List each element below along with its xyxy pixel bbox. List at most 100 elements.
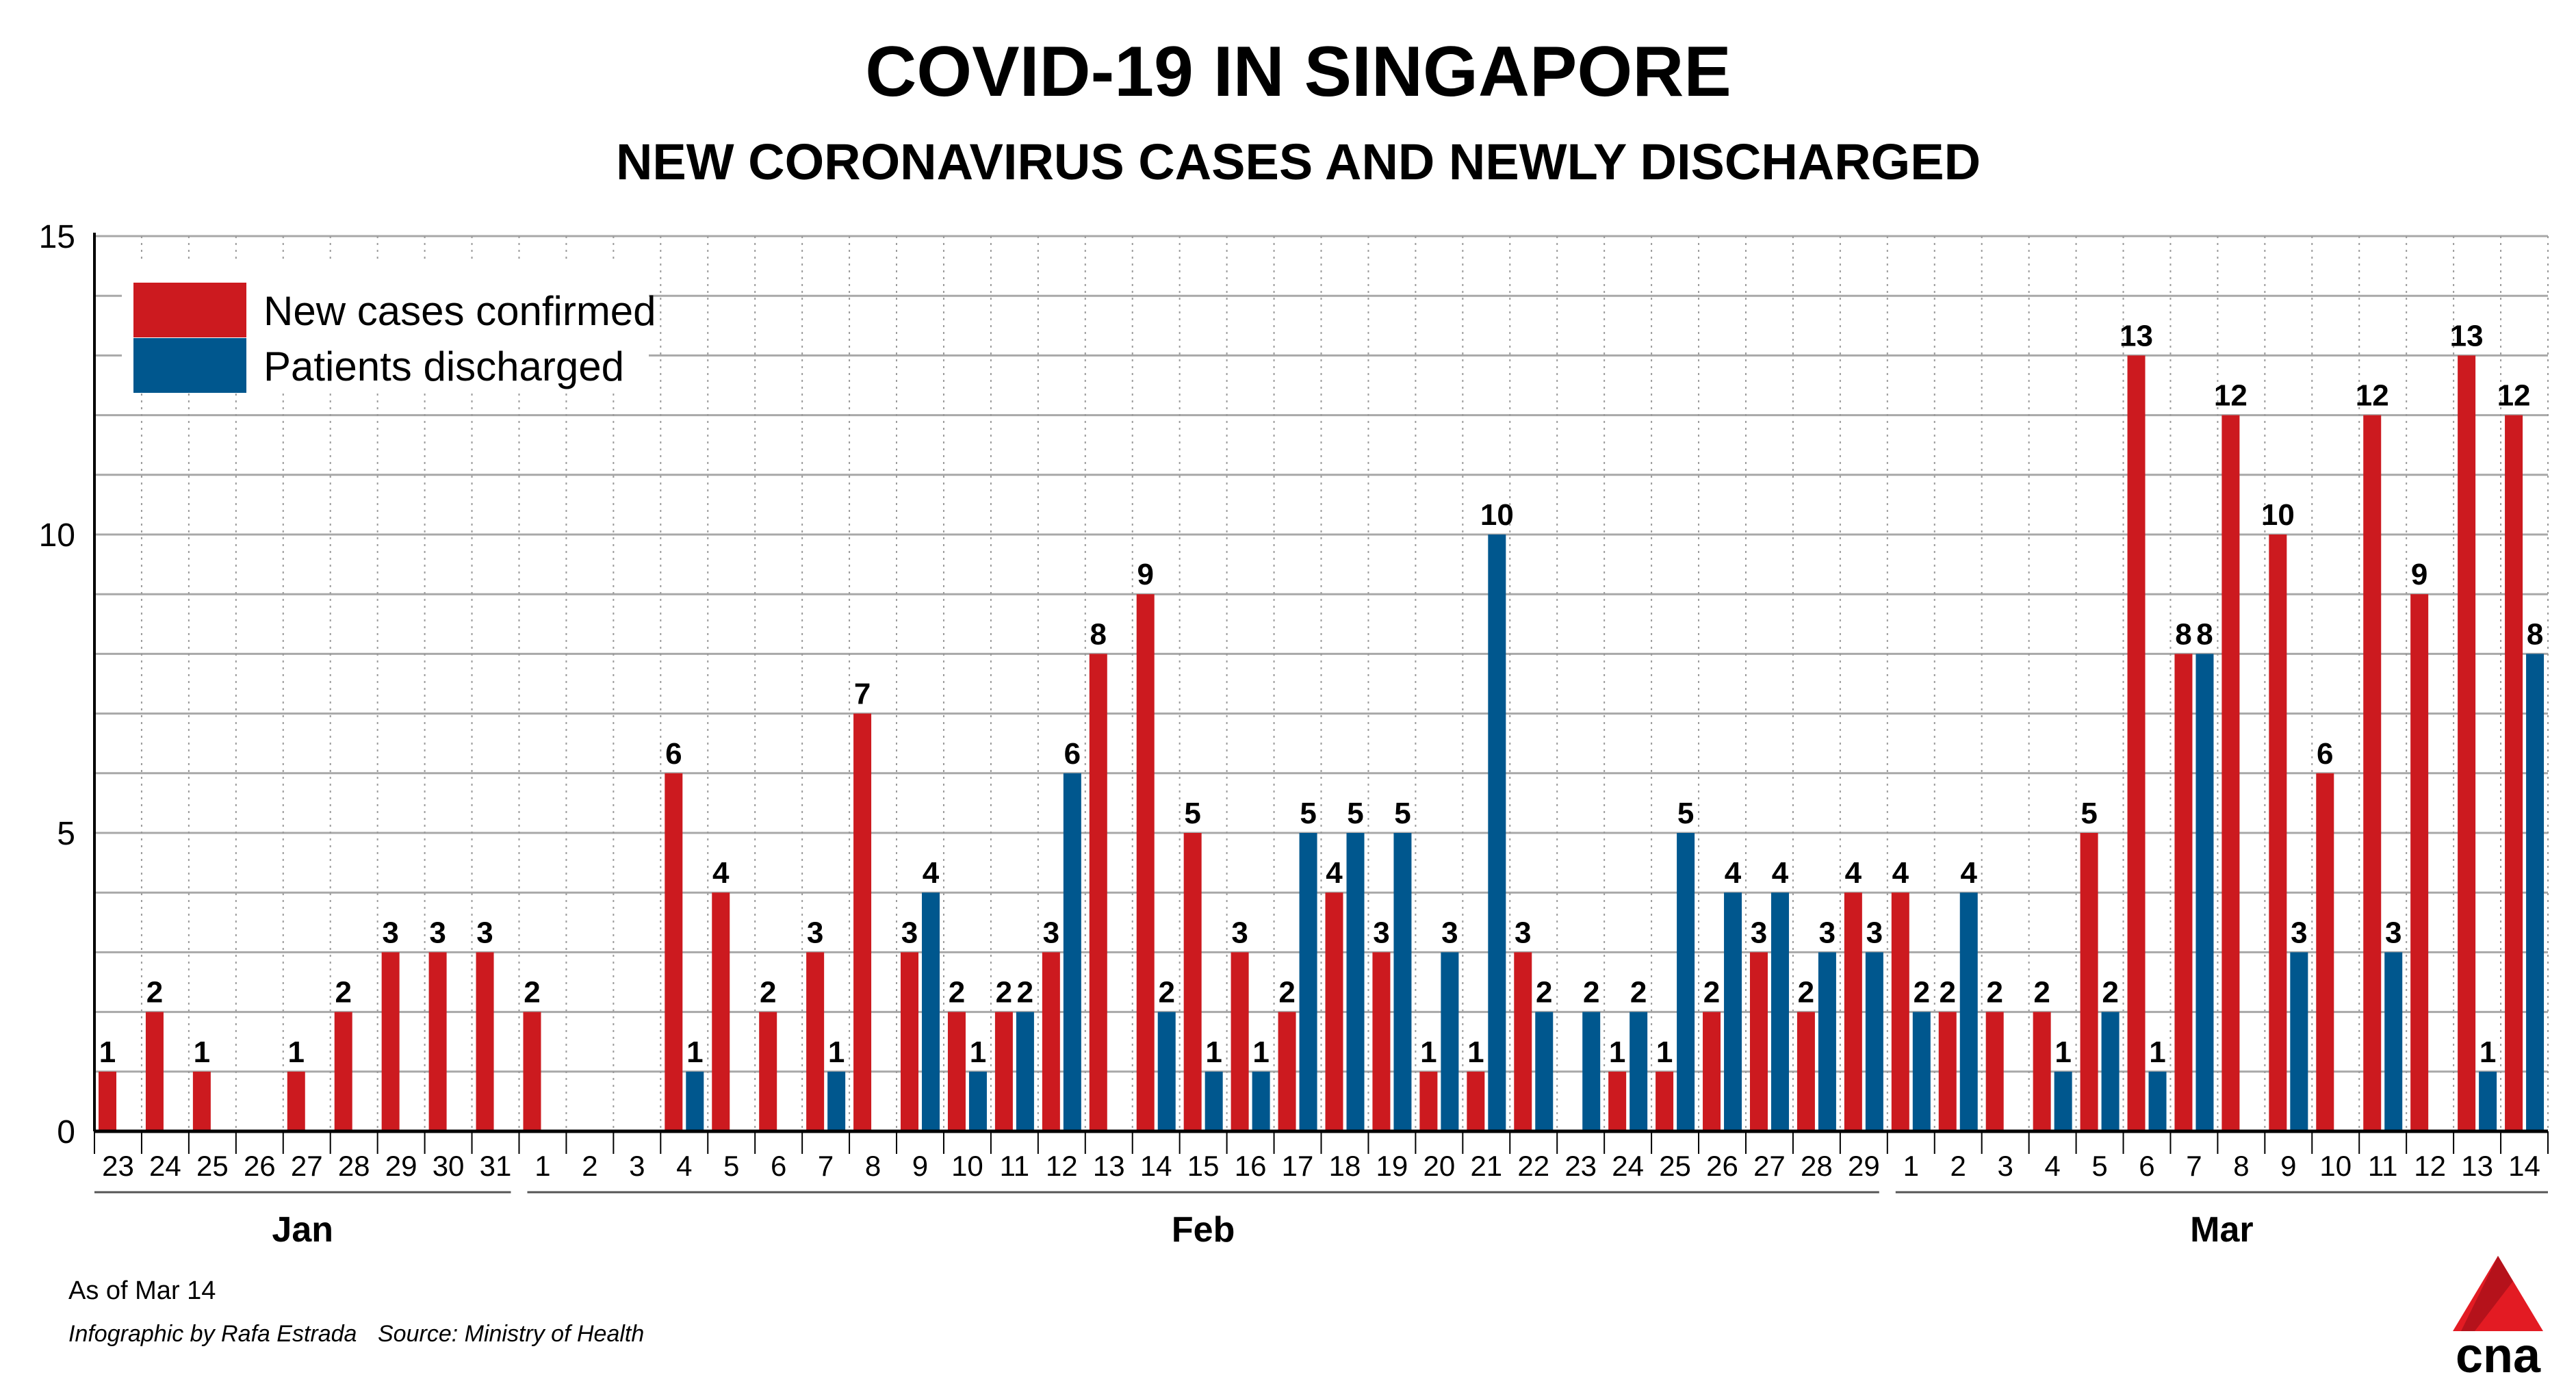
new-cases-bar <box>1467 1071 1485 1131</box>
new-cases-value-label: 12 <box>2497 379 2531 413</box>
new-cases-value-label: 3 <box>429 916 446 949</box>
chart-subtitle: NEW CORONAVIRUS CASES AND NEWLY DISCHARG… <box>616 133 1981 190</box>
new-cases-value-label: 1 <box>194 1035 210 1069</box>
x-tick-label: 27 <box>1753 1150 1786 1182</box>
new-cases-bar <box>1891 892 1909 1131</box>
discharged-bar <box>1157 1012 1176 1131</box>
x-tick-label: 6 <box>2139 1150 2154 1182</box>
x-tick-label: 2 <box>1950 1150 1966 1182</box>
discharged-value-label: 5 <box>1347 797 1363 830</box>
new-cases-value-label: 3 <box>807 916 823 949</box>
new-cases-value-label: 13 <box>2450 319 2484 352</box>
x-tick-label: 14 <box>1140 1150 1172 1182</box>
discharged-value-label: 8 <box>2527 617 2543 651</box>
discharged-bar <box>1441 952 1459 1131</box>
new-cases-bar <box>901 952 919 1131</box>
legend-swatch <box>133 338 246 393</box>
discharged-bar <box>686 1071 704 1131</box>
x-tick-label: 4 <box>2044 1150 2060 1182</box>
x-tick-label: 19 <box>1376 1150 1408 1182</box>
x-tick-label: 24 <box>1612 1150 1644 1182</box>
discharged-bar <box>2195 654 2214 1131</box>
discharged-value-label: 8 <box>2196 617 2213 651</box>
new-cases-value-label: 8 <box>2175 617 2191 651</box>
x-tick-label: 11 <box>2368 1150 2398 1182</box>
x-tick-label: 10 <box>2319 1150 2352 1182</box>
discharged-bar <box>1535 1012 1554 1131</box>
new-cases-value-label: 2 <box>1278 976 1295 1009</box>
x-tick-label: 29 <box>385 1150 417 1182</box>
new-cases-value-label: 2 <box>146 976 163 1009</box>
new-cases-bar <box>145 1012 164 1131</box>
discharged-bar <box>1016 1012 1034 1131</box>
x-tick-label: 21 <box>1470 1150 1502 1182</box>
discharged-value-label: 4 <box>923 856 940 890</box>
logo-text: cna <box>2456 1328 2541 1383</box>
new-cases-bar <box>1136 594 1155 1131</box>
discharged-value-label: 2 <box>1158 976 1174 1009</box>
new-cases-bar <box>1608 1071 1627 1131</box>
discharged-bar <box>2054 1071 2072 1131</box>
new-cases-bar <box>1656 1071 1674 1131</box>
x-tick-label: 4 <box>676 1150 692 1182</box>
x-tick-label: 5 <box>2091 1150 2107 1182</box>
new-cases-value-label: 1 <box>99 1035 116 1069</box>
discharged-bar <box>1865 952 1883 1131</box>
discharged-bar <box>2526 654 2545 1131</box>
y-tick-label: 0 <box>57 1114 75 1150</box>
discharged-value-label: 2 <box>1914 976 1930 1009</box>
discharged-value-label: 4 <box>1725 856 1742 890</box>
discharged-bar <box>2148 1071 2167 1131</box>
gridlines <box>94 235 2549 1131</box>
new-cases-bar <box>759 1012 777 1131</box>
as-of-note: As of Mar 14 <box>68 1276 216 1305</box>
new-cases-value-label: 8 <box>1090 617 1107 651</box>
discharged-bar <box>1630 1012 1648 1131</box>
x-tick-label: 30 <box>433 1150 465 1182</box>
new-cases-bar <box>2127 355 2146 1131</box>
new-cases-bar <box>1231 952 1249 1131</box>
discharged-value-label: 1 <box>828 1035 845 1069</box>
new-cases-value-label: 12 <box>2356 379 2389 413</box>
discharged-bar <box>1346 833 1365 1131</box>
new-cases-bar <box>2033 1012 2051 1131</box>
x-tick-label: 28 <box>1801 1150 1833 1182</box>
new-cases-bar <box>1844 892 1862 1131</box>
x-tick-label: 5 <box>723 1150 739 1182</box>
new-cases-bar <box>1749 952 1768 1131</box>
discharged-bar <box>1488 535 1506 1131</box>
x-tick-label: 25 <box>196 1150 229 1182</box>
discharged-bar <box>2479 1071 2497 1131</box>
new-cases-bar <box>381 952 400 1131</box>
x-tick-label: 12 <box>1046 1150 1078 1182</box>
new-cases-bar <box>2316 773 2334 1131</box>
discharged-bar <box>1818 952 1836 1131</box>
discharged-bar <box>1959 892 1978 1131</box>
x-tick-label: 18 <box>1329 1150 1361 1182</box>
x-tick-label: 13 <box>1093 1150 1125 1182</box>
new-cases-bar <box>1703 1012 1721 1131</box>
discharged-bar <box>1724 892 1742 1131</box>
discharged-value-label: 1 <box>2149 1035 2165 1069</box>
x-tick-label: 26 <box>1706 1150 1738 1182</box>
new-cases-value-label: 1 <box>1609 1035 1625 1069</box>
new-cases-bar <box>476 952 494 1131</box>
new-cases-value-label: 2 <box>949 976 965 1009</box>
new-cases-bar <box>1325 892 1343 1131</box>
x-tick-label: 8 <box>2233 1150 2249 1182</box>
discharged-value-label: 5 <box>1394 797 1411 830</box>
discharged-bar <box>1299 833 1317 1131</box>
new-cases-value-label: 3 <box>1373 916 1389 949</box>
legend-swatch <box>133 283 246 337</box>
new-cases-bar <box>2505 415 2523 1131</box>
new-cases-bar <box>853 713 872 1131</box>
source-note: Source: Ministry of Health <box>378 1321 644 1347</box>
discharged-bar <box>1582 1012 1601 1131</box>
x-tick-label: 20 <box>1423 1150 1455 1182</box>
x-tick-label: 1 <box>534 1150 550 1182</box>
new-cases-value-label: 4 <box>1892 856 1909 890</box>
new-cases-value-label: 5 <box>2081 797 2097 830</box>
x-tick-label: 24 <box>149 1150 181 1182</box>
y-tick-label: 5 <box>57 816 75 852</box>
